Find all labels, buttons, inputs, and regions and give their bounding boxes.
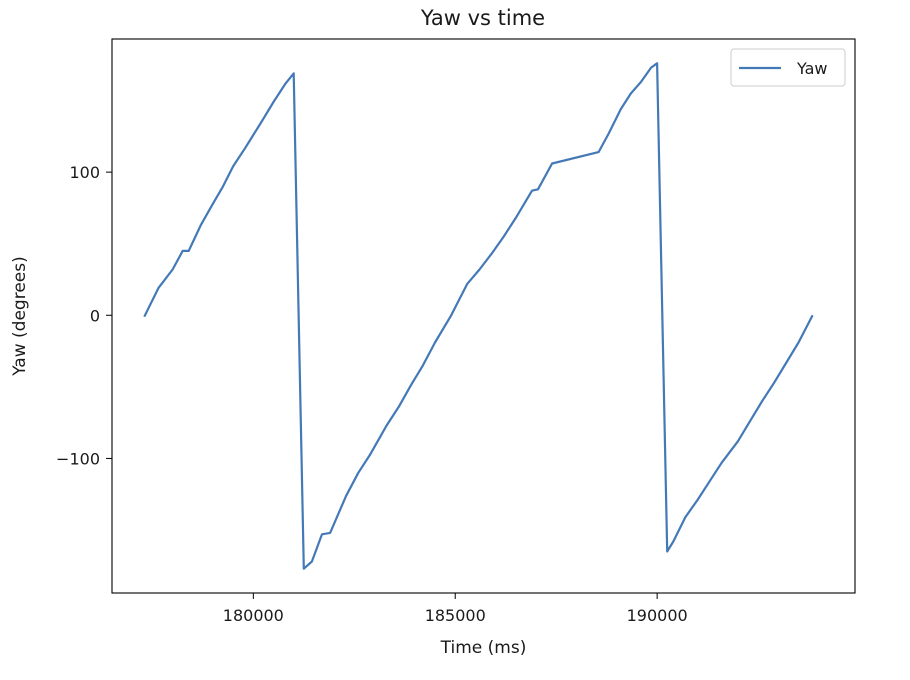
x-tick-label: 180000 [223,606,284,625]
chart-title: Yaw vs time [420,6,545,30]
plot-frame [111,38,856,594]
x-axis: 180000 185000 190000 [223,593,688,625]
y-tick-label: −100 [56,449,100,468]
y-axis: 100 0 −100 [56,163,112,468]
legend: Yaw [730,48,846,87]
x-tick-label: 185000 [425,606,486,625]
y-tick-label: 100 [69,163,100,182]
yaw-series-line [143,62,814,570]
legend-label-yaw: Yaw [796,59,827,78]
y-tick-label: 0 [90,306,100,325]
y-axis-label: Yaw (degrees) [10,256,30,376]
x-axis-label: Time (ms) [440,638,527,658]
x-tick-label: 190000 [627,606,688,625]
legend-box [730,48,846,87]
